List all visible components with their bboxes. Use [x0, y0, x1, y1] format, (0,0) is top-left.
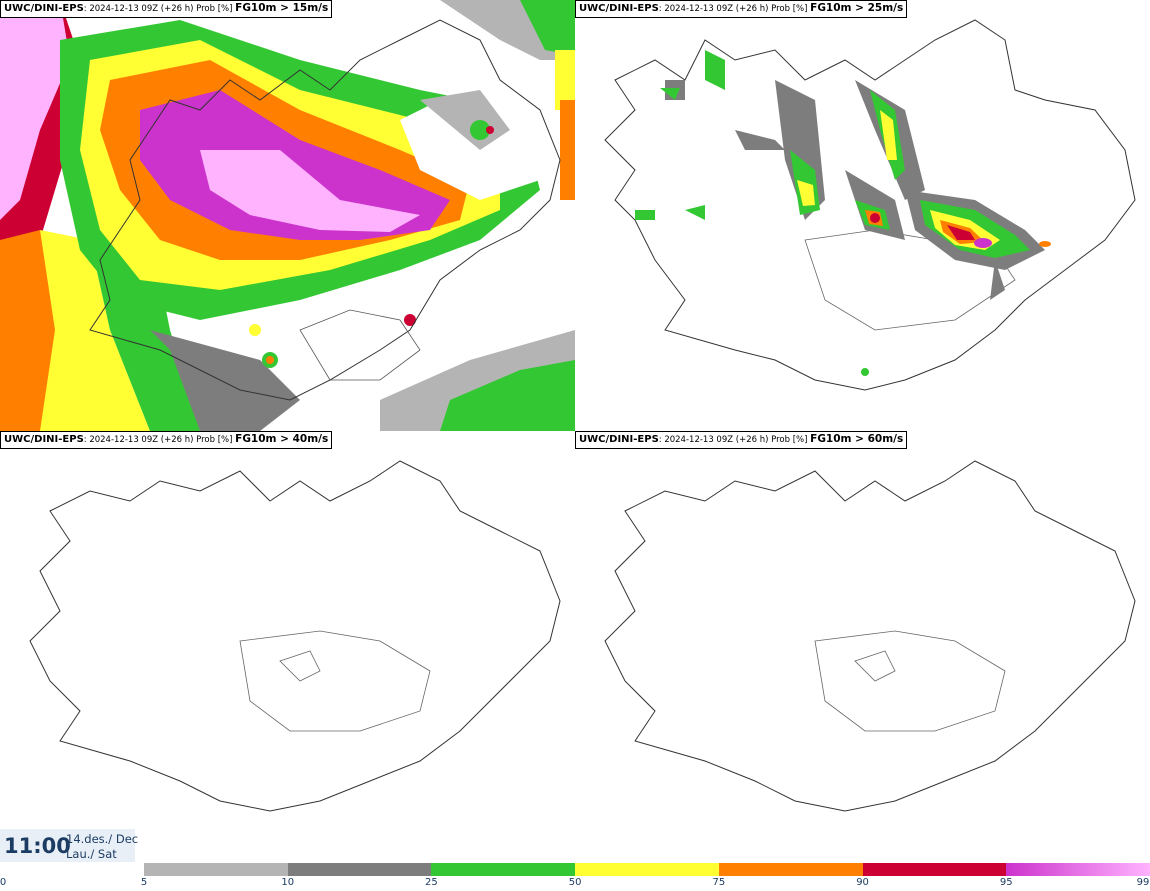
colorbar-tick-label: 0	[0, 877, 7, 888]
map-panel-25ms: UWC/DINI-EPS: 2024-12-13 09Z (+26 h) Pro…	[575, 0, 1150, 431]
panel-title-25ms: UWC/DINI-EPS: 2024-12-13 09Z (+26 h) Pro…	[575, 0, 908, 18]
panel-title-40ms: UWC/DINI-EPS: 2024-12-13 09Z (+26 h) Pro…	[0, 431, 333, 449]
valid-date-line2: Lau./ Sat	[66, 847, 117, 861]
map-panel-40ms: UWC/DINI-EPS: 2024-12-13 09Z (+26 h) Pro…	[0, 431, 575, 862]
colorbar-tick-label: 75	[712, 877, 726, 888]
colorbar-tick-label: 50	[568, 877, 582, 888]
map-panel-60ms: UWC/DINI-EPS: 2024-12-13 09Z (+26 h) Pro…	[575, 431, 1150, 862]
valid-date-line1: 14.des./ Dec	[66, 832, 139, 846]
colorbar-bin	[144, 863, 288, 876]
colorbar-bin	[718, 863, 863, 876]
prob-map-15ms	[0, 0, 575, 431]
panel-title-60ms: UWC/DINI-EPS: 2024-12-13 09Z (+26 h) Pro…	[575, 431, 908, 449]
colorbar-bin	[287, 863, 432, 876]
colorbar-bin	[575, 863, 719, 876]
colorbar-tick-label: 10	[281, 877, 295, 888]
prob-map-60ms	[575, 431, 1150, 831]
colorbar-tick-label: 99	[1136, 877, 1150, 888]
colorbar-tick-label: 5	[140, 877, 148, 888]
colorbar-tick-label: 95	[999, 877, 1013, 888]
valid-time-box	[0, 829, 135, 862]
prob-map-40ms	[0, 431, 575, 831]
valid-time-clock: 11:00	[4, 834, 71, 858]
colorbar-bin	[431, 863, 576, 876]
colorbar-tick-label: 25	[425, 877, 438, 888]
colorbar-tick-label: 90	[856, 877, 869, 888]
colorbar-bin	[1006, 863, 1150, 876]
colorbar-bin	[862, 863, 1007, 876]
panel-title-15ms: UWC/DINI-EPS: 2024-12-13 09Z (+26 h) Pro…	[0, 0, 333, 18]
map-panel-15ms: UWC/DINI-EPS: 2024-12-13 09Z (+26 h) Pro…	[0, 0, 575, 431]
probability-colorbar	[144, 863, 1150, 876]
prob-map-25ms	[575, 0, 1150, 431]
